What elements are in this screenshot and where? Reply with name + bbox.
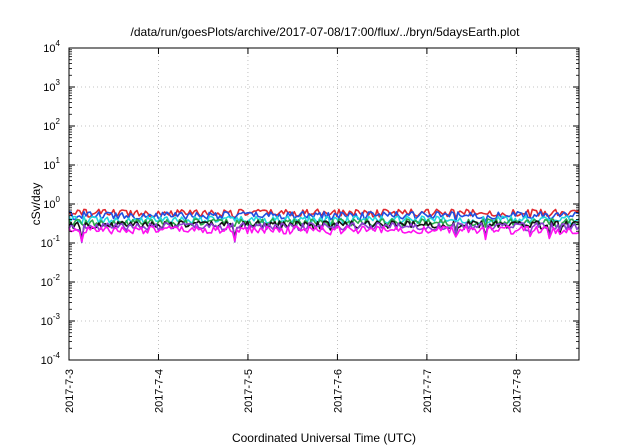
x-tick-label: 2017-7-4 <box>153 369 165 413</box>
x-tick-label: 2017-7-6 <box>332 369 344 413</box>
y-tick-label: 10-2 <box>41 273 61 289</box>
y-tick-label: 10-3 <box>41 312 61 328</box>
y-tick-label: 100 <box>43 195 60 211</box>
y-tick-label: 103 <box>43 78 60 94</box>
x-tick-label: 2017-7-3 <box>64 369 76 413</box>
y-tick-label: 10-1 <box>41 234 61 250</box>
x-axis: 2017-7-3 2017-7-4 2017-7-5 2017-7-6 2017-7-7… <box>64 48 523 413</box>
y-axis-label: cSv/day <box>29 183 43 226</box>
series-line-5 <box>68 220 580 240</box>
x-axis-label: Coordinated Universal Time (UTC) <box>232 431 416 445</box>
x-tick-label: 2017-7-5 <box>243 369 255 413</box>
series-group <box>68 208 580 244</box>
x-tick-label: 2017-7-8 <box>511 369 523 413</box>
y-tick-label: 102 <box>43 117 60 133</box>
series-line-7 <box>68 225 580 243</box>
y-tick-label: 10-4 <box>41 351 61 367</box>
y-axis: 10-4 10-3 10-2 10-1 100 101 102 103 104 <box>41 39 579 367</box>
y-tick-label: 104 <box>43 39 60 55</box>
grid <box>69 48 579 360</box>
x-tick-label: 2017-7-7 <box>422 369 434 413</box>
y-tick-label: 101 <box>43 156 60 172</box>
chart-title: /data/run/goesPlots/archive/2017-07-08/1… <box>131 25 521 39</box>
series-line-6 <box>68 221 580 244</box>
